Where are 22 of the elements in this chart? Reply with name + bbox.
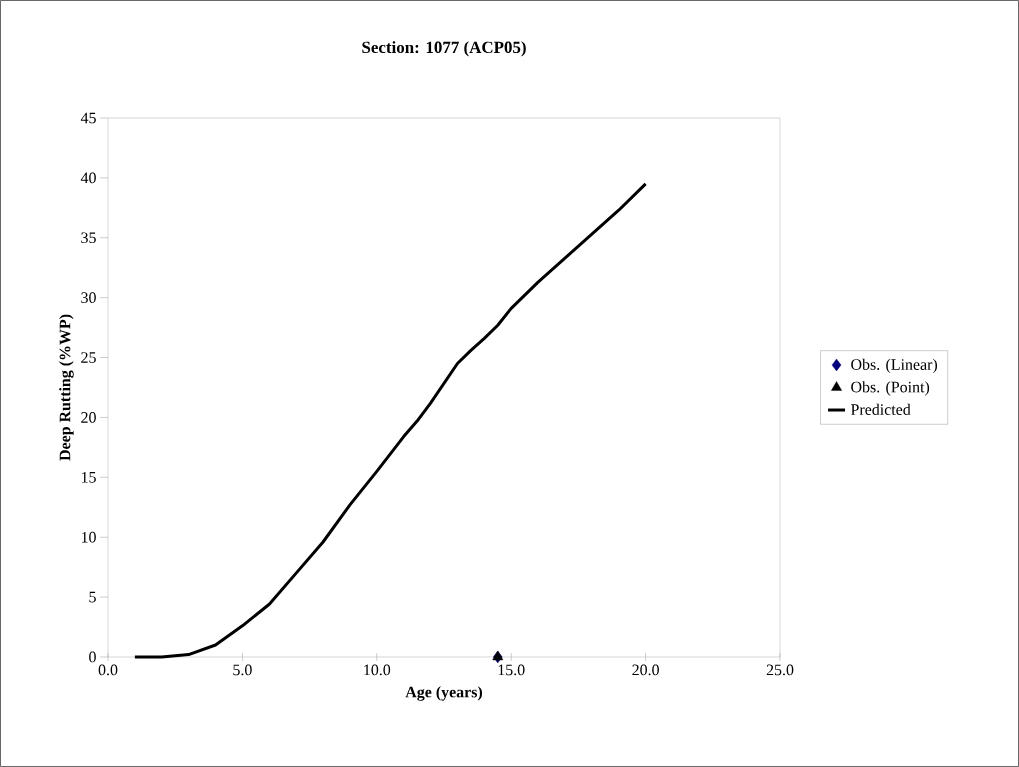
x-tick-label: 20.0	[632, 664, 659, 676]
x-tick-label: 15.0	[498, 664, 525, 676]
y-tick-label: 5	[89, 591, 96, 603]
y-tick-label: 35	[81, 232, 96, 244]
x-tick-label: 25.0	[766, 664, 794, 676]
x-tick-label: 10.0	[364, 664, 391, 676]
y-tick-label: 45	[80, 112, 96, 124]
y-tick-label: 10	[81, 531, 96, 543]
x-axis-title: Age (years)	[405, 686, 483, 701]
y-axis-title: Deep Rutting (%WP)	[59, 314, 74, 461]
y-tick-label: 25	[81, 352, 96, 363]
legend-label: Obs. (Point)	[851, 381, 930, 396]
y-tick-label: 20	[81, 412, 96, 423]
chart-title: Section: 1077 (ACP05)	[362, 41, 526, 57]
y-tick-label: 30	[81, 292, 96, 304]
y-tick-label: 0	[89, 651, 96, 663]
y-tick-label: 40	[80, 172, 96, 184]
legend-label: Predicted	[850, 403, 911, 415]
x-tick-label: 0.0	[98, 664, 118, 676]
x-tick-label: 5.0	[233, 664, 252, 676]
y-tick-label: 15	[81, 471, 96, 483]
legend-label: Obs. (Linear)	[851, 358, 938, 374]
